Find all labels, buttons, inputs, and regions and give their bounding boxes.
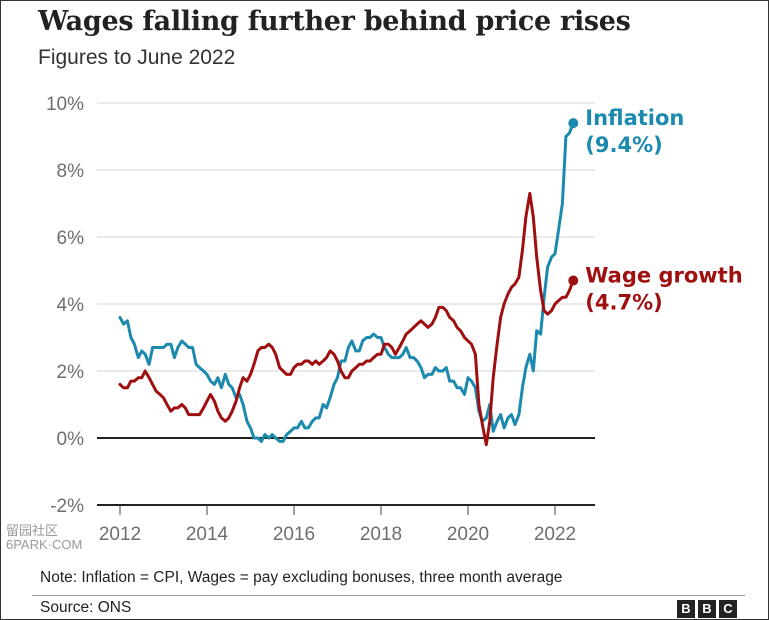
x-tick-label: 2012 [99,524,141,545]
inflation-value-label: (9.4%) [585,133,662,157]
inflation-label: Inflation [585,106,684,130]
y-tick-label: 6% [57,228,85,249]
bbc-logo: B B C [677,600,737,618]
logo-letter: B [677,600,695,618]
logo-letter: B [698,600,716,618]
inflation-line [118,121,575,443]
watermark: 留园社区 6PARK·COM [6,524,82,552]
inflation-end-marker [568,118,579,129]
x-tick-label: 2014 [186,524,229,545]
y-axis-labels: -2% 0% 2% 4% 6% 8% 10% [46,94,84,517]
series-labels: Inflation (9.4%) Wage growth (4.7%) [585,106,742,314]
x-tick-label: 2018 [360,524,402,545]
wage-growth-end-marker [568,275,579,286]
gridlines [97,102,595,506]
y-tick-label: 4% [57,295,85,316]
x-axis: 2012 2014 2016 2018 2020 2022 [99,505,576,545]
x-tick-label: 2020 [447,524,489,545]
wage-growth-line [118,191,575,447]
y-tick-label: 2% [57,362,85,383]
footer-divider [32,595,745,596]
wage-growth-value-label: (4.7%) [585,291,662,315]
series-lines [118,118,579,447]
chart-title: Wages falling further behind price rises [38,6,631,37]
x-tick-label: 2016 [273,524,315,545]
y-tick-label: 10% [46,94,84,115]
x-tick-label: 2022 [534,524,576,545]
y-tick-label: -2% [50,496,84,517]
y-tick-label: 8% [57,161,85,182]
watermark-line2: 6PARK·COM [6,537,83,552]
watermark-line1: 留园社区 [6,523,59,538]
chart-subtitle: Figures to June 2022 [38,46,236,69]
chart-note: Note: Inflation = CPI, Wages = pay exclu… [40,569,563,586]
chart-source: Source: ONS [40,599,132,616]
wage-growth-label: Wage growth [585,264,742,288]
logo-letter: C [719,600,737,618]
y-tick-label: 0% [57,429,85,450]
